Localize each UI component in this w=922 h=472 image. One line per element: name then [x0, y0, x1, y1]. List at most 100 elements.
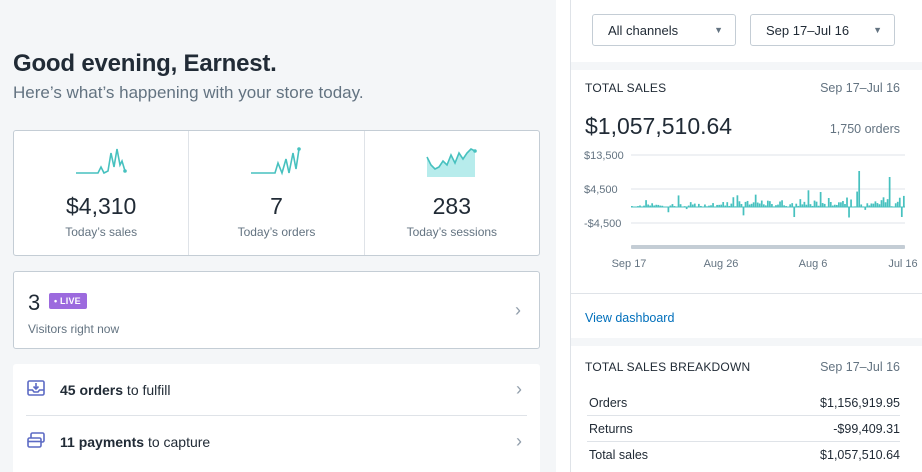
chart-bar: [643, 205, 645, 207]
chart-bar: [858, 171, 861, 207]
total-orders-count: 1,750 orders: [829, 122, 900, 136]
task-count: 45 orders: [60, 382, 124, 398]
visitors-right-now-card[interactable]: 3 • LIVE Visitors right now ›: [13, 271, 540, 349]
chart-bar: [856, 191, 859, 207]
task-list-card: 45 orders to fulfill › 11 payments to ca…: [13, 364, 540, 472]
caret-down-icon: ▼: [873, 25, 882, 35]
breakdown-value: $1,156,919.95: [820, 396, 900, 410]
task-description: to capture: [144, 434, 211, 450]
chart-bar: [740, 204, 743, 207]
x-tick-label: Aug 6: [799, 258, 828, 270]
chart-bar: [762, 204, 765, 207]
chart-bar: [894, 203, 897, 207]
chart-bar: [848, 207, 850, 218]
chart-bar: [738, 201, 741, 207]
breakdown-row-total-sales: Total sales $1,057,510.64: [587, 442, 900, 468]
chart-bar: [708, 205, 710, 207]
chart-bar: [647, 204, 649, 207]
chart-bar: [742, 207, 745, 216]
channel-select-value: All channels: [608, 23, 679, 38]
chart-bar: [697, 203, 700, 207]
chart-bar: [864, 207, 867, 210]
chart-bar: [884, 202, 887, 207]
chart-bar: [900, 207, 903, 217]
view-dashboard-link[interactable]: View dashboard: [585, 311, 675, 325]
chart-bar: [811, 205, 814, 207]
chart-bar: [880, 200, 883, 207]
chart-bar: [868, 205, 871, 207]
x-tick-label: Sep 17: [612, 258, 647, 270]
task-description: to fulfill: [123, 382, 171, 398]
sparkline-orders-icon: [251, 147, 302, 176]
chart-bar: [870, 203, 873, 207]
stat-value: $4,310: [65, 193, 137, 219]
credit-cards-icon: [27, 432, 45, 448]
chevron-right-icon: ›: [516, 431, 522, 451]
breakdown-label: Total sales: [589, 448, 649, 462]
total-sales-amount: $1,057,510.64: [585, 113, 733, 139]
chart-bar: [669, 205, 672, 207]
stat-label: Today’s sales: [65, 225, 138, 239]
chart-bar: [693, 203, 696, 207]
date-range-select[interactable]: Sep 17–Jul 16 ▼: [750, 14, 895, 46]
stat-todays-orders[interactable]: 7 Today’s orders: [188, 131, 363, 255]
chart-bar: [821, 203, 824, 207]
visitor-count: 3: [28, 290, 41, 315]
analytics-sidebar: All channels ▼ Sep 17–Jul 16 ▼ TOTAL SAL…: [570, 0, 922, 472]
visitors-label: Visitors right now: [28, 322, 120, 336]
breakdown-value: $1,057,510.64: [820, 448, 900, 462]
chart-bar: [797, 205, 800, 207]
chart-bar: [791, 203, 794, 207]
chart-bar: [838, 202, 840, 207]
chart-bar: [689, 202, 692, 207]
total-sales-chart[interactable]: $13,500 $4,500 -$4,500 Sep 17 Aug 26 Aug 6 Jul…: [571, 145, 922, 275]
chart-bar: [842, 200, 844, 207]
chart-bar: [657, 204, 660, 207]
chart-bar: [667, 207, 670, 213]
stat-todays-sales[interactable]: $4,310 Today’s sales: [14, 131, 188, 255]
breakdown-row-returns: Returns -$99,409.31: [587, 416, 900, 442]
chart-bar: [876, 203, 879, 207]
chart-bar: [661, 205, 664, 207]
chart-bar: [844, 204, 846, 207]
task-payments-to-capture[interactable]: 11 payments to capture ›: [13, 416, 540, 468]
chart-bar: [803, 201, 806, 207]
x-tick-label: Jul 16: [888, 258, 917, 270]
task-orders-to-fulfill[interactable]: 45 orders to fulfill ›: [13, 364, 540, 416]
breakdown-title: TOTAL SALES BREAKDOWN: [585, 360, 751, 374]
chart-bar: [795, 203, 798, 207]
chart-bar: [846, 197, 848, 207]
chart-bar: [710, 205, 712, 207]
stat-todays-sessions[interactable]: 283 Today’s sessions: [363, 131, 539, 255]
chevron-right-icon: ›: [515, 300, 521, 320]
chart-bar: [827, 198, 830, 207]
chart-bar: [724, 205, 727, 207]
chart-bar: [748, 204, 751, 207]
chart-bar: [744, 201, 747, 207]
greeting-subtitle: Here’s what’s happening with your store …: [13, 83, 364, 102]
chart-bar: [801, 204, 804, 207]
chart-bar: [805, 204, 808, 207]
chart-bar: [779, 201, 781, 207]
y-tick-label: $13,500: [584, 150, 624, 162]
chart-bar: [691, 204, 694, 207]
chart-bar: [799, 199, 802, 207]
channel-select[interactable]: All channels ▼: [592, 14, 736, 46]
chart-bar: [685, 207, 688, 210]
chart-bar: [775, 205, 777, 207]
chart-bar: [850, 199, 852, 207]
chart-bar: [831, 205, 834, 207]
chart-bar: [896, 201, 899, 207]
chart-bar: [718, 204, 721, 207]
breakdown-row-orders: Orders $1,156,919.95: [587, 390, 900, 416]
section-divider: [571, 62, 922, 70]
chart-bar: [758, 203, 761, 207]
chart-bar: [789, 204, 792, 207]
chevron-right-icon: ›: [516, 379, 522, 399]
chart-bar: [813, 200, 816, 207]
stat-value: 7: [270, 193, 283, 219]
y-tick-label: -$4,500: [584, 218, 621, 230]
chart-bar: [720, 204, 723, 207]
chart-bar: [878, 204, 881, 207]
chart-bar: [639, 205, 641, 207]
